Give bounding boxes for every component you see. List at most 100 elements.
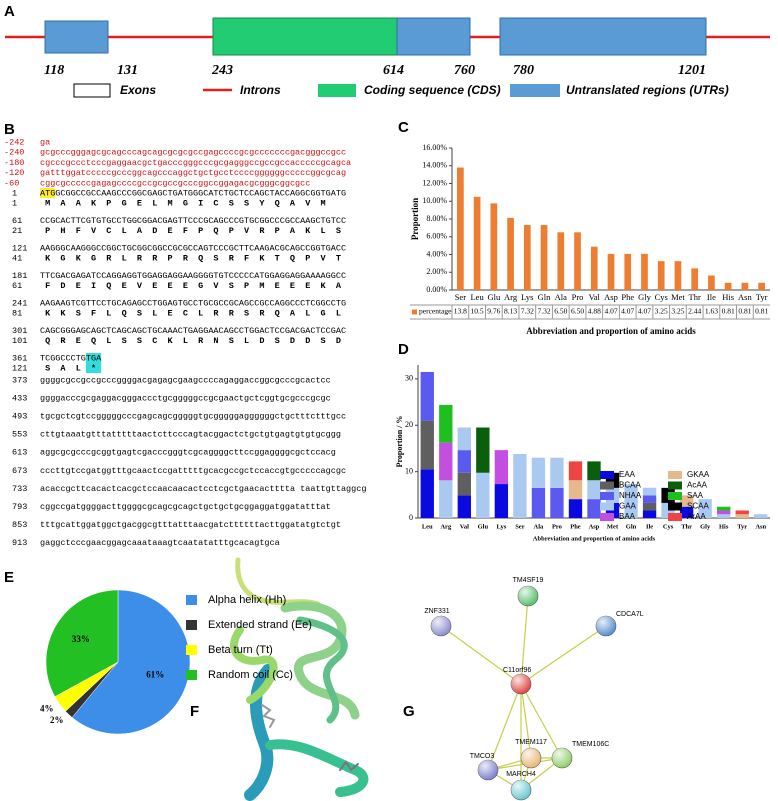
sequence-text: 61 (12, 281, 22, 291)
bar (657, 261, 665, 290)
sequence-text: 613 (12, 448, 27, 458)
bar-segment (587, 461, 601, 481)
node-label: MARCH4 (506, 771, 536, 778)
legend-swatch (600, 492, 614, 500)
node-shine (552, 748, 572, 768)
x-tick-label: Ile (707, 292, 716, 302)
bar (624, 253, 632, 290)
bar-segment (717, 514, 731, 518)
sequence-text: M A A K P G E L M G I C S S Y Q A V M (45, 198, 326, 208)
legend-swatch (600, 513, 614, 521)
value-label: 2.44 (688, 307, 701, 316)
legend-label: Beta turn (Tt) (208, 644, 273, 656)
bar (557, 232, 565, 290)
sequence-text: 373 (12, 375, 27, 385)
sequence-text: 913 (12, 538, 27, 548)
legend-label: Random coil (Cc) (208, 669, 293, 681)
sequence-text: -180 (4, 158, 24, 168)
x-tick-label: Tyr (756, 292, 768, 302)
value-label: 13.8 (454, 307, 467, 316)
bar-segment (494, 450, 509, 485)
bar (741, 282, 749, 290)
panel-label: C (398, 119, 409, 136)
x-tick-label: Ala (555, 292, 568, 302)
legend-cds (318, 84, 356, 97)
bar-segment (568, 480, 583, 500)
slice-label: 4% (40, 703, 54, 713)
y-tick-label: 6.00% (426, 232, 447, 241)
panel-label: A (4, 3, 15, 20)
x-tick-label: Asn (755, 523, 766, 530)
legend-label: Introns (240, 83, 281, 97)
x-tick-label: Leu (470, 292, 484, 302)
value-label: 4.07 (638, 307, 651, 316)
bar-segment (550, 457, 564, 488)
sequence-text: cggccgatggggacttggggcgcagcgcagctgctgctgc… (40, 502, 331, 512)
sequence-text: 21 (12, 226, 22, 236)
bar-segment (439, 442, 453, 481)
x-tick-label: Glu (487, 292, 501, 302)
sequence-text: CAGCGGGAGCAGCTCAGCAGCTGCAAACTGAGGAACAGCC… (40, 326, 346, 336)
x-tick-label: Cys (655, 292, 668, 302)
node-label: TMEM117 (515, 739, 547, 746)
x-tick-label: Met (607, 523, 619, 530)
sequence-text: 553 (12, 430, 27, 440)
slice-label: 61% (146, 669, 164, 679)
value-label: 6.50 (554, 307, 567, 316)
x-tick-label: Gly (700, 523, 711, 530)
x-tick-label: Asp (589, 523, 600, 530)
sequence-text: cgcccgccctcccgaggaacgctgacccgggcccgcgagg… (40, 158, 351, 168)
position-label: 243 (211, 63, 233, 78)
legend-label: BAA (619, 512, 636, 521)
legend-label: ArAA (687, 512, 706, 521)
network-edge (520, 625, 607, 685)
legend-label: GKAA (687, 470, 710, 479)
bar (724, 282, 732, 290)
bar-segment (735, 514, 749, 518)
y-tick-label: 14.00% (422, 161, 447, 170)
legend-swatch (600, 502, 614, 511)
value-label: 1.63 (705, 307, 718, 316)
legend-label: NHAA (619, 491, 642, 500)
legend-swatch (668, 471, 682, 479)
bar (507, 217, 514, 290)
value-label: 0.81 (722, 307, 735, 316)
x-tick-label: His (719, 523, 729, 530)
cds-box (212, 17, 398, 56)
bar-segment (679, 506, 694, 518)
x-tick-label: Leu (422, 523, 433, 530)
bar-segment (568, 461, 583, 481)
sequence-text: gaggctcccgaacggagcaaataaagtcaatatatttgca… (40, 538, 280, 548)
x-tick-label: Arg (440, 523, 452, 530)
sequence-text: -120 (4, 168, 24, 178)
node-label: TM4SF19 (513, 577, 544, 584)
slice-label: 2% (50, 715, 64, 725)
sequence-text: 493 (12, 411, 27, 421)
sequence-text: 433 (12, 393, 27, 403)
x-tick-label: Asn (738, 292, 752, 302)
panel-label: D (398, 341, 409, 358)
node-shine (511, 780, 531, 800)
value-label: 0.81 (755, 307, 768, 316)
sequence-text: -242 (4, 137, 24, 147)
legend-swatch (186, 595, 197, 605)
bar-segment (679, 495, 694, 507)
x-tick-label: Ser (515, 523, 525, 530)
bar-segment (476, 427, 490, 473)
node-label: CDCA7L (616, 611, 644, 618)
bar (523, 225, 531, 290)
bar-segment (439, 480, 453, 518)
y-tick-label: 0 (409, 513, 413, 522)
legend-swatch (668, 481, 682, 490)
x-tick-label: Tyr (737, 523, 747, 530)
bar-segment (439, 404, 453, 443)
bar (473, 196, 481, 290)
start-codon-highlight (40, 188, 56, 198)
y-axis-title: Proportion / % (395, 416, 404, 468)
sequence-text: CCGCACTTCGTGTGCCTGGCGGACGAGTTCCCGCAGCCCG… (40, 216, 346, 226)
sequence-text: ga (40, 137, 50, 147)
sequence-text: 241 (12, 298, 27, 308)
x-tick-label: Ala (534, 523, 545, 530)
y-tick-label: 2.00% (426, 267, 447, 276)
sequence-text: acaccgcttcacactcacgctccaacaacactcctcgctg… (40, 484, 366, 494)
